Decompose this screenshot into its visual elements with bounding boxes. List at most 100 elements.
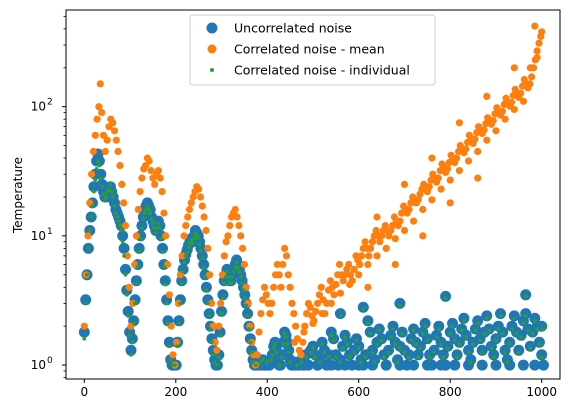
correlated-mean-point bbox=[391, 260, 399, 269]
correlated-mean-point bbox=[268, 299, 276, 307]
correlated-individual-point bbox=[443, 296, 448, 300]
uncorrelated-point bbox=[458, 312, 470, 324]
uncorrelated-point bbox=[325, 359, 337, 371]
correlated-mean-point bbox=[220, 252, 228, 260]
correlated-individual-point bbox=[285, 342, 290, 347]
correlated-individual-point bbox=[251, 360, 256, 365]
uncorrelated-point bbox=[520, 308, 532, 320]
correlated-mean-point bbox=[109, 119, 117, 127]
correlated-individual-point bbox=[459, 328, 464, 333]
correlated-mean-point bbox=[428, 154, 436, 162]
correlated-mean-point bbox=[489, 117, 497, 125]
correlated-individual-point bbox=[523, 314, 528, 318]
correlated-mean-point bbox=[464, 157, 473, 165]
correlated-mean-point bbox=[446, 199, 454, 207]
correlated-individual-point bbox=[127, 333, 132, 338]
uncorrelated-point bbox=[136, 220, 148, 232]
legend-marker-correlated-individual bbox=[210, 68, 214, 72]
correlated-individual-point bbox=[112, 204, 117, 209]
correlated-mean-point bbox=[428, 196, 436, 204]
correlated-individual-point bbox=[368, 331, 373, 336]
correlated-individual-point bbox=[322, 350, 327, 355]
correlated-mean-point bbox=[156, 174, 164, 182]
correlated-mean-point bbox=[158, 188, 166, 196]
correlated-individual-point bbox=[238, 275, 243, 279]
correlated-individual-point bbox=[370, 350, 375, 355]
legend: Uncorrelated noise Correlated noise - me… bbox=[189, 14, 436, 86]
uncorrelated-point bbox=[449, 359, 461, 371]
correlated-individual-point bbox=[516, 350, 521, 355]
correlated-mean-point bbox=[339, 277, 347, 285]
correlated-mean-point bbox=[533, 47, 541, 55]
correlated-individual-point bbox=[190, 241, 195, 245]
uncorrelated-point bbox=[159, 275, 171, 287]
y-axis-title: Temperature bbox=[11, 157, 25, 234]
correlated-mean-point bbox=[99, 131, 108, 139]
correlated-mean-point bbox=[112, 136, 120, 144]
uncorrelated-point bbox=[536, 349, 548, 361]
correlated-mean-point bbox=[84, 232, 92, 240]
correlated-individual-point bbox=[101, 192, 106, 197]
uncorrelated-point bbox=[334, 308, 346, 320]
uncorrelated-point bbox=[120, 263, 131, 275]
correlated-mean-point bbox=[443, 165, 452, 173]
correlated-individual-point bbox=[379, 338, 384, 343]
uncorrelated-point bbox=[442, 340, 454, 352]
correlated-individual-point bbox=[204, 288, 209, 293]
correlated-individual-point bbox=[93, 178, 98, 183]
y-tick-label: 10 bbox=[31, 229, 46, 243]
correlated-mean-point bbox=[178, 252, 186, 260]
correlated-mean-point bbox=[279, 260, 287, 269]
correlated-individual-point bbox=[109, 189, 114, 194]
uncorrelated-point bbox=[78, 326, 90, 338]
correlated-mean-point bbox=[259, 296, 267, 304]
correlated-mean-point bbox=[222, 238, 230, 246]
correlated-mean-point bbox=[385, 232, 393, 240]
correlated-individual-point bbox=[208, 327, 213, 331]
uncorrelated-point bbox=[367, 344, 378, 356]
correlated-mean-point bbox=[507, 98, 516, 106]
uncorrelated-point bbox=[495, 308, 506, 320]
correlated-individual-point bbox=[234, 260, 239, 265]
correlated-individual-point bbox=[434, 335, 439, 339]
correlated-individual-point bbox=[245, 314, 250, 318]
correlated-individual-point bbox=[223, 275, 228, 279]
correlated-mean-point bbox=[231, 205, 239, 214]
correlated-individual-point bbox=[156, 221, 161, 226]
uncorrelated-point bbox=[117, 230, 129, 242]
correlated-individual-point bbox=[200, 256, 205, 261]
uncorrelated-point bbox=[421, 359, 433, 371]
correlated-individual-point bbox=[193, 231, 198, 236]
correlated-individual-point bbox=[108, 182, 113, 187]
correlated-mean-point bbox=[132, 232, 140, 240]
correlated-individual-point bbox=[455, 355, 459, 360]
uncorrelated-point bbox=[488, 349, 500, 361]
correlated-individual-point bbox=[388, 335, 393, 339]
correlated-individual-point bbox=[418, 346, 423, 351]
uncorrelated-point bbox=[524, 340, 536, 352]
uncorrelated-point bbox=[118, 242, 130, 254]
correlated-individual-point bbox=[480, 350, 485, 355]
correlated-individual-point bbox=[441, 355, 446, 360]
correlated-mean-point bbox=[98, 109, 106, 117]
correlated-individual-point bbox=[182, 260, 187, 265]
correlated-individual-point bbox=[173, 363, 177, 367]
correlated-mean-point bbox=[284, 271, 292, 279]
correlated-individual-point bbox=[89, 215, 94, 219]
uncorrelated-point bbox=[157, 242, 168, 254]
correlated-individual-point bbox=[232, 269, 236, 274]
legend-marker-correlated-mean bbox=[207, 44, 217, 54]
correlated-mean-point bbox=[410, 217, 418, 225]
correlated-mean-point bbox=[134, 205, 142, 214]
correlated-individual-point bbox=[219, 311, 224, 316]
correlated-mean-point bbox=[125, 283, 133, 291]
x-axis: 0 200 400 600 800 1000 bbox=[80, 379, 557, 399]
correlated-mean-point bbox=[299, 338, 307, 346]
correlated-individual-point bbox=[407, 355, 411, 360]
correlated-mean-point bbox=[196, 193, 205, 201]
correlated-individual-point bbox=[514, 331, 519, 336]
uncorrelated-point bbox=[412, 349, 424, 361]
correlated-individual-point bbox=[523, 294, 528, 299]
correlated-individual-point bbox=[103, 197, 107, 202]
correlated-individual-point bbox=[539, 355, 544, 360]
